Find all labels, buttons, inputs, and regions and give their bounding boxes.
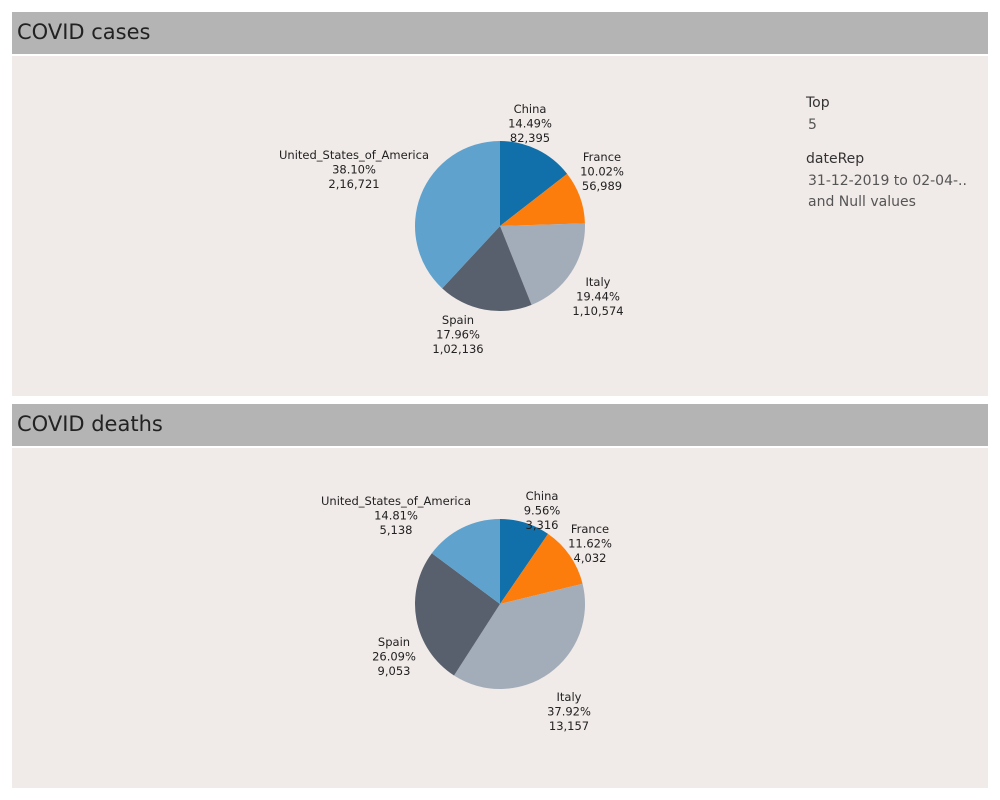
deaths-slice-italy[interactable]	[454, 583, 586, 690]
top-filter[interactable]: Top 5	[806, 95, 967, 136]
deaths-section-header: COVID deaths	[12, 404, 988, 446]
cases-label-france: France 10.02% 56,989	[580, 150, 624, 193]
cases-pie-chart: China 14.49% 82,395 France 10.02% 56,989 Italy…	[279, 102, 624, 356]
cases-label-france-line1: France	[583, 150, 621, 164]
date-filter-value-range[interactable]: 31-12-2019 to 02-04-..	[808, 173, 967, 189]
deaths-chart-title: COVID deaths	[17, 412, 163, 436]
deaths-label-united-states-of-america: United_States_of_America 14.81% 5,138	[321, 494, 471, 537]
cases-label-italy-line1: Italy	[586, 275, 611, 289]
deaths-label-spain-line2: 26.09%	[372, 650, 416, 664]
deaths-label-spain-line1: Spain	[378, 635, 410, 649]
deaths-label-italy-line2: 37.92%	[547, 705, 591, 719]
cases-label-spain: Spain 17.96% 1,02,136	[432, 313, 483, 356]
filter-panel: Top 5 dateRep 31-12-2019 to 02-04-.. and…	[806, 95, 967, 228]
deaths-label-spain-line3: 9,053	[378, 664, 411, 678]
deaths-chart-panel: China 9.56% 3,316 France 11.62% 4,032 Italy 37.…	[12, 446, 988, 788]
date-filter-title: dateRep	[806, 151, 865, 167]
deaths-label-france-line1: France	[571, 522, 609, 536]
cases-slice-spain[interactable]	[442, 226, 532, 311]
deaths-label-spain: Spain 26.09% 9,053	[372, 635, 416, 678]
cases-slice-united-states-of-america[interactable]	[415, 141, 500, 289]
deaths-slice-united-states-of-america[interactable]	[431, 519, 500, 604]
cases-label-italy: Italy 19.44% 1,10,574	[572, 275, 623, 318]
deaths-label-china-line2: 9.56%	[524, 504, 561, 518]
deaths-label-united-states-of-america-line1: United_States_of_America	[321, 494, 471, 508]
top-filter-value[interactable]: 5	[808, 117, 817, 133]
deaths-label-italy: Italy 37.92% 13,157	[547, 690, 591, 733]
cases-label-spain-line1: Spain	[442, 313, 474, 327]
cases-label-spain-line3: 1,02,136	[432, 342, 483, 356]
cases-slice-china[interactable]	[500, 141, 568, 226]
cases-label-china: China 14.49% 82,395	[508, 102, 552, 145]
deaths-label-france: France 11.62% 4,032	[568, 522, 612, 565]
cases-label-china-line1: China	[514, 102, 547, 116]
deaths-label-italy-line3: 13,157	[549, 719, 589, 733]
deaths-label-china-line1: China	[526, 489, 559, 503]
date-filter-value-null[interactable]: and Null values	[808, 194, 916, 210]
cases-label-france-line2: 10.02%	[580, 165, 624, 179]
deaths-label-italy-line1: Italy	[557, 690, 582, 704]
deaths-label-china: China 9.56% 3,316	[524, 489, 561, 532]
cases-label-france-line3: 56,989	[582, 179, 622, 193]
top-filter-title: Top	[806, 95, 830, 111]
cases-label-italy-line2: 19.44%	[576, 290, 620, 304]
cases-label-spain-line2: 17.96%	[436, 328, 480, 342]
deaths-slice-france[interactable]	[500, 533, 583, 604]
deaths-slice-china[interactable]	[500, 519, 549, 604]
cases-chart-title: COVID cases	[17, 20, 151, 44]
date-filter[interactable]: dateRep 31-12-2019 to 02-04-.. and Null …	[806, 151, 967, 213]
cases-label-china-line3: 82,395	[510, 131, 550, 145]
deaths-label-united-states-of-america-line2: 14.81%	[374, 509, 418, 523]
cases-slice-france[interactable]	[500, 173, 585, 226]
deaths-slice-spain[interactable]	[415, 553, 500, 676]
deaths-label-united-states-of-america-line3: 5,138	[380, 523, 413, 537]
deaths-label-china-line3: 3,316	[526, 518, 559, 532]
deaths-label-france-line2: 11.62%	[568, 537, 612, 551]
cases-label-italy-line3: 1,10,574	[572, 304, 623, 318]
cases-section-header: COVID cases	[12, 12, 988, 54]
cases-label-united-states-of-america: United_States_of_America 38.10% 2,16,721	[279, 148, 429, 191]
cases-label-united-states-of-america-line1: United_States_of_America	[279, 148, 429, 162]
cases-slice-italy[interactable]	[500, 223, 586, 305]
cases-label-united-states-of-america-line2: 38.10%	[332, 163, 376, 177]
cases-label-united-states-of-america-line3: 2,16,721	[328, 177, 379, 191]
cases-label-china-line2: 14.49%	[508, 117, 552, 131]
deaths-label-france-line3: 4,032	[574, 551, 607, 565]
cases-chart-panel: China 14.49% 82,395 France 10.02% 56,989 Italy…	[12, 54, 988, 396]
